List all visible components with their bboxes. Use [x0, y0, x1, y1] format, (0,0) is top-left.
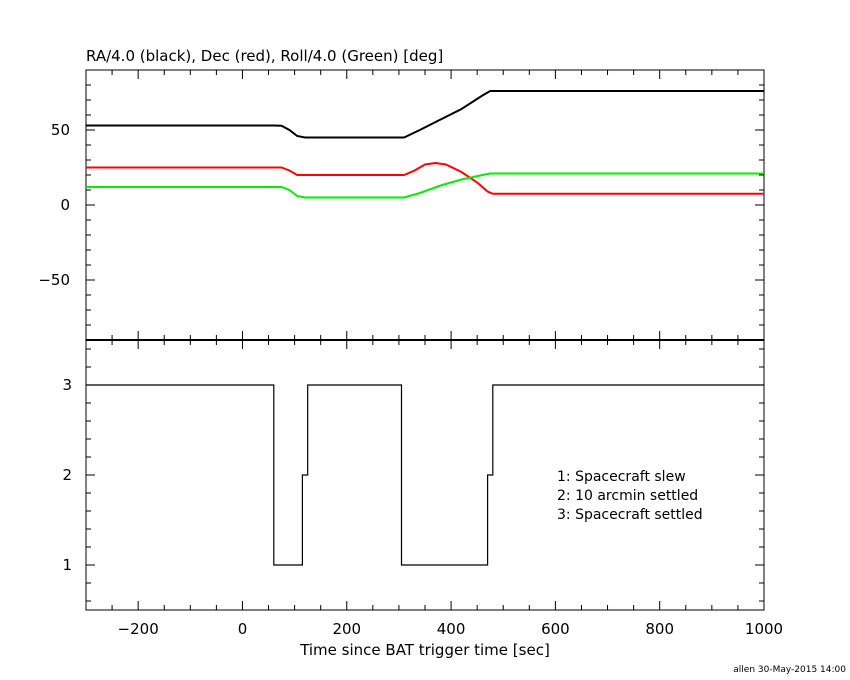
legend-entry: 1: Spacecraft slew [557, 469, 686, 485]
plot-frame [85, 69, 765, 341]
series-line [86, 90, 764, 139]
x-tick-label: 600 [541, 620, 570, 638]
y-tick-label: 2 [62, 466, 72, 484]
legend-entry: 3: Spacecraft settled [557, 507, 703, 523]
y-tick-label: 1 [62, 556, 72, 574]
legend: 1: Spacecraft slew 2: 10 arcmin settled 3:… [557, 469, 703, 523]
x-tick-label: 400 [437, 620, 466, 638]
x-tick-label: −200 [118, 620, 159, 638]
y-tick-label: 0 [60, 196, 70, 214]
x-tick-label: 0 [238, 620, 248, 638]
chart-title: RA/4.0 (black), Dec (red), Roll/4.0 (Gre… [86, 47, 443, 65]
footer-credit: allen 30-May-2015 14:00 [733, 665, 846, 675]
x-tick-label: 200 [332, 620, 361, 638]
x-axis-label: Time since BAT trigger time [sec] [299, 641, 550, 659]
settle-status-panel: −200 0 200 400 600 800 1000 1 2 3 [62, 339, 783, 638]
x-tick-label: 1000 [745, 620, 783, 638]
settle-status-line [86, 384, 764, 566]
series-line [86, 161, 764, 195]
attitude-panel: −50 0 50 [38, 69, 765, 341]
y-tick-label: 3 [62, 376, 72, 394]
series-line [86, 172, 764, 199]
y-tick-label: −50 [38, 271, 70, 289]
legend-entry: 2: 10 arcmin settled [557, 488, 698, 504]
x-tick-label: 800 [645, 620, 674, 638]
y-tick-label: 50 [51, 121, 70, 139]
